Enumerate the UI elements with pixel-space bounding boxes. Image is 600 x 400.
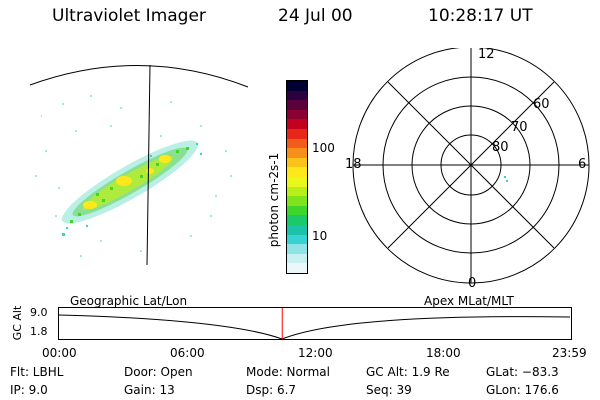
x-tick-0000: 00:00 — [42, 346, 77, 360]
colorbar-swatch — [287, 196, 307, 206]
colorbar-swatch — [287, 109, 307, 120]
colorbar-swatch — [287, 100, 307, 110]
x-tick-2359: 23:59 — [552, 346, 587, 360]
altitude-timeline — [58, 307, 572, 340]
status-door: Door: Open — [124, 365, 193, 379]
status-seq: Seq: 39 — [366, 383, 412, 397]
mlat-label-60: 60 — [533, 97, 550, 112]
x-tick-1200: 12:00 — [298, 346, 333, 360]
meridian-line — [146, 64, 151, 266]
x-tick-1800: 18:00 — [426, 346, 461, 360]
colorbar-unit-label: photon cm-2s-1 — [267, 152, 281, 248]
polar-diagonal-2 — [387, 81, 555, 249]
status-glon: GLon: 176.6 — [486, 383, 559, 397]
altitude-curve — [58, 314, 571, 340]
y-tick-9: 9.0 — [30, 306, 48, 319]
mlt-label-0: 0 — [468, 276, 477, 291]
mlt-label-12: 12 — [478, 47, 495, 62]
colorbar-swatch — [287, 215, 307, 225]
colorbar-swatch — [287, 176, 307, 187]
mlt-label-18: 18 — [345, 157, 362, 172]
apex-mlat-mlt-label: Apex MLat/MLT — [424, 294, 514, 308]
mlat-label-70: 70 — [511, 120, 528, 135]
geographic-latlon-label: Geographic Lat/Lon — [70, 294, 188, 308]
colorbar-tick-100: 100 — [312, 141, 335, 155]
status-dsp: Dsp: 6.7 — [246, 383, 297, 397]
x-tick-0600: 06:00 — [170, 346, 205, 360]
colorbar-tick-10: 10 — [312, 229, 328, 243]
colorbar-swatch — [287, 81, 307, 91]
colorbar-swatch — [287, 167, 307, 177]
mlt-label-6: 6 — [578, 157, 587, 172]
aurora-emission — [35, 95, 232, 257]
time-label: 10:28:17 UT — [428, 6, 533, 26]
colorbar-swatch — [287, 244, 307, 254]
colorbar-swatch — [287, 253, 307, 264]
colorbar-swatch — [287, 148, 307, 158]
colorbar-swatch — [287, 138, 307, 149]
status-glat: GLat: −83.3 — [486, 365, 559, 379]
status-flt: Flt: LBHL — [10, 365, 64, 379]
status-gain: Gain: 13 — [124, 383, 175, 397]
colorbar-swatch — [287, 128, 307, 139]
y-tick-1-8: 1.8 — [30, 325, 48, 338]
status-ip: IP: 9.0 — [10, 383, 48, 397]
colorbar-swatch — [287, 234, 307, 245]
instrument-title: Ultraviolet Imager — [52, 6, 206, 26]
colorbar-swatch — [287, 224, 307, 235]
color-scale-bar — [286, 80, 308, 274]
geographic-image-panel — [29, 64, 249, 266]
gc-alt-axis-title: GC Alt — [11, 305, 24, 341]
colorbar-swatch — [287, 263, 307, 273]
earth-limb-arc — [29, 65, 249, 88]
status-mode: Mode: Normal — [246, 365, 330, 379]
mlat-label-80: 80 — [492, 140, 509, 155]
colorbar-swatch — [287, 205, 307, 216]
status-gc-alt: GC Alt: 1.9 Re — [366, 365, 450, 379]
date-label: 24 Jul 00 — [278, 6, 353, 26]
colorbar-swatch — [287, 90, 307, 101]
colorbar-swatch — [287, 186, 307, 197]
colorbar-swatch — [287, 157, 307, 168]
colorbar-swatch — [287, 119, 307, 129]
polar-mlat-mlt-plot — [352, 48, 590, 284]
